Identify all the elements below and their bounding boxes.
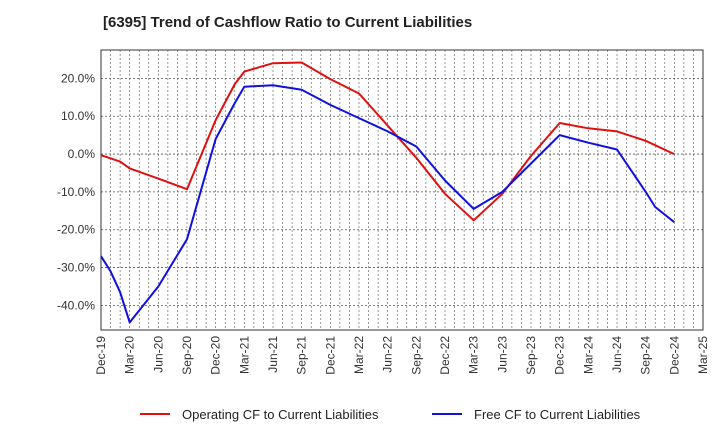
x-tick-label: Dec-19 (94, 336, 108, 375)
series-line-2 (100, 84, 675, 324)
y-tick-labels: 20.0% 10.0% 0.0% -10.0% -20.0% -30.0% -40.0% (57, 71, 95, 312)
x-tick-label: Sep-23 (524, 336, 538, 375)
x-tick-label: Jun-23 (495, 336, 509, 373)
y-tick-label: -30.0% (57, 261, 95, 275)
y-tick-label: 20.0% (61, 71, 95, 85)
series-line-1 (100, 61, 675, 222)
x-tick-label: Dec-20 (209, 336, 223, 375)
x-tick-label: Mar-20 (123, 336, 137, 374)
legend: Operating CF to Current Liabilities Free … (140, 407, 641, 422)
x-tick-label: Sep-21 (295, 336, 309, 375)
x-tick-label: Sep-24 (639, 336, 653, 375)
chart-title: [6395] Trend of Cashflow Ratio to Curren… (103, 14, 473, 31)
y-tick-label: -10.0% (57, 185, 95, 199)
legend-label-1: Operating CF to Current Liabilities (182, 407, 379, 422)
y-tick-label: 10.0% (61, 109, 95, 123)
plot-area-frame (100, 49, 704, 331)
x-tick-label: Mar-24 (581, 336, 595, 374)
x-tick-label: Mar-21 (237, 336, 251, 374)
y-tick-label: -20.0% (57, 223, 95, 237)
y-tick-label: -40.0% (57, 298, 95, 312)
y-tick-label: 0.0% (68, 147, 96, 161)
legend-label-2: Free CF to Current Liabilities (474, 407, 641, 422)
x-tick-label: Jun-24 (610, 336, 624, 373)
x-tick-label: Jun-21 (266, 336, 280, 373)
x-tick-label: Dec-21 (323, 336, 337, 375)
x-tick-label: Mar-25 (696, 336, 710, 374)
x-tick-label: Mar-22 (352, 336, 366, 374)
x-tick-labels: Dec-19 Mar-20 Jun-20 Sep-20 Dec-20 Mar-21 Jun-… (94, 336, 710, 375)
x-tick-label: Mar-23 (467, 336, 481, 374)
grid-lines (101, 50, 703, 330)
x-tick-label: Sep-22 (409, 336, 423, 375)
x-tick-label: Dec-23 (553, 336, 567, 375)
x-tick-label: Sep-20 (180, 336, 194, 375)
x-tick-label: Dec-22 (438, 336, 452, 375)
series-layer (100, 61, 675, 324)
x-tick-label: Jun-20 (151, 336, 165, 373)
x-tick-label: Jun-22 (381, 336, 395, 373)
x-tick-label: Dec-24 (667, 336, 681, 375)
